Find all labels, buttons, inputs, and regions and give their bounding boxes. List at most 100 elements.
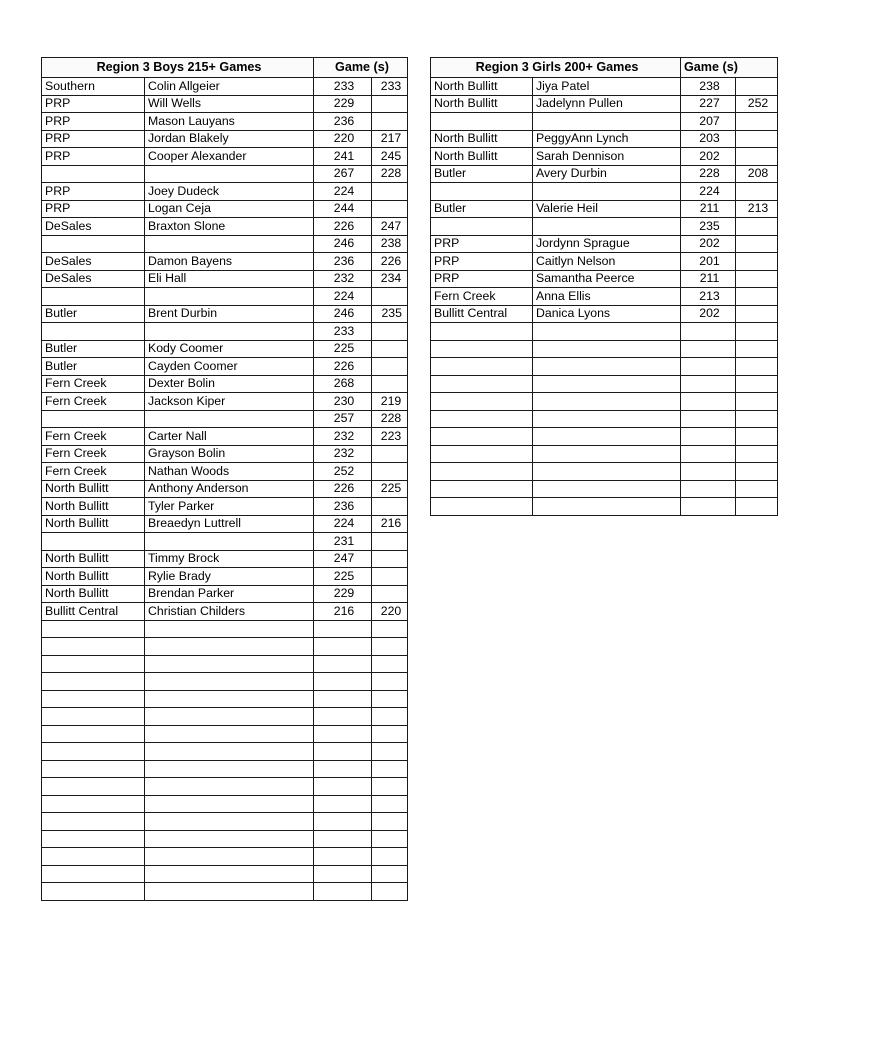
cell-bowler-name	[144, 829, 314, 848]
cell-game-2	[735, 497, 778, 516]
cell-game-2	[371, 882, 408, 901]
cell-game-2	[371, 794, 408, 813]
table-row: Bullitt Central Danica Lyons 202	[430, 304, 778, 323]
cell-game-1	[313, 777, 372, 796]
table-row: North Bullitt Jiya Patel 238	[430, 77, 778, 96]
cell-team	[41, 829, 145, 848]
cell-team: North Bullitt	[41, 549, 145, 568]
table-row: Fern Creek Nathan Woods 252	[41, 462, 408, 481]
cell-bowler-name: Nathan Woods	[144, 462, 314, 481]
cell-bowler-name: Will Wells	[144, 94, 314, 113]
table-row-empty	[41, 689, 408, 708]
cell-game-1: 226	[313, 217, 372, 236]
cell-team: North Bullitt	[41, 567, 145, 586]
cell-game-1: 201	[680, 252, 736, 271]
cell-bowler-name	[532, 322, 681, 341]
table-row: Southern Colin Allgeier 233 233	[41, 77, 408, 96]
cell-game-2	[371, 532, 408, 551]
cell-game-2	[371, 584, 408, 603]
table-row: North Bullitt Timmy Brock 247	[41, 549, 408, 568]
boys-high-games-table: Region 3 Boys 215+ Games Game (s) Southe…	[41, 57, 408, 901]
cell-game-1: 257	[313, 409, 372, 428]
table-row: Butler Cayden Coomer 226	[41, 357, 408, 376]
cell-team: PRP	[41, 112, 145, 131]
cell-team	[41, 794, 145, 813]
cell-team: Bullitt Central	[41, 602, 145, 621]
cell-game-2	[371, 112, 408, 131]
cell-team	[41, 777, 145, 796]
table-row: 246 238	[41, 234, 408, 253]
cell-team	[41, 724, 145, 743]
cell-game-1: 236	[313, 112, 372, 131]
cell-team	[41, 864, 145, 883]
cell-game-1: 227	[680, 94, 736, 113]
table-row: 231	[41, 532, 408, 551]
cell-game-2	[371, 637, 408, 656]
cell-bowler-name	[144, 794, 314, 813]
cell-game-2	[735, 269, 778, 288]
cell-team	[41, 234, 145, 253]
cell-bowler-name: Jiya Patel	[532, 77, 681, 96]
cell-bowler-name	[144, 672, 314, 691]
cell-game-2	[735, 217, 778, 236]
cell-game-1	[680, 392, 736, 411]
cell-bowler-name: Samantha Peerce	[532, 269, 681, 288]
cell-team: PRP	[430, 234, 533, 253]
cell-bowler-name	[532, 479, 681, 498]
table-row: Fern Creek Grayson Bolin 232	[41, 444, 408, 463]
cell-team: Butler	[41, 357, 145, 376]
cell-game-1: 207	[680, 112, 736, 131]
cell-game-1	[313, 637, 372, 656]
cell-team: North Bullitt	[430, 94, 533, 113]
cell-game-1	[680, 427, 736, 446]
cell-bowler-name	[144, 707, 314, 726]
cell-bowler-name: Danica Lyons	[532, 304, 681, 323]
cell-bowler-name: Anna Ellis	[532, 287, 681, 306]
cell-game-1: 241	[313, 147, 372, 166]
cell-game-1	[313, 847, 372, 866]
cell-game-1: 229	[313, 584, 372, 603]
cell-team: PRP	[41, 199, 145, 218]
cell-game-1: 229	[313, 94, 372, 113]
cell-bowler-name	[144, 409, 314, 428]
table-row-empty	[430, 497, 778, 516]
cell-game-1	[313, 742, 372, 761]
cell-team	[41, 882, 145, 901]
cell-team: DeSales	[41, 252, 145, 271]
cell-team: Fern Creek	[41, 374, 145, 393]
cell-game-1	[313, 689, 372, 708]
table-row: Fern Creek Jackson Kiper 230 219	[41, 392, 408, 411]
cell-game-1: 224	[680, 182, 736, 201]
table-row: 267 228	[41, 164, 408, 183]
boys-header-row: Region 3 Boys 215+ Games Game (s)	[41, 57, 408, 78]
cell-team	[41, 619, 145, 638]
cell-bowler-name	[532, 217, 681, 236]
cell-bowler-name: Logan Ceja	[144, 199, 314, 218]
table-row: North Bullitt Anthony Anderson 226 225	[41, 479, 408, 498]
boys-table-head: Region 3 Boys 215+ Games Game (s)	[41, 57, 408, 78]
table-row-empty	[41, 759, 408, 778]
cell-team: North Bullitt	[430, 147, 533, 166]
cell-bowler-name: Dexter Bolin	[144, 374, 314, 393]
cell-game-2	[735, 409, 778, 428]
cell-bowler-name	[532, 182, 681, 201]
cell-team	[41, 532, 145, 551]
cell-game-2	[371, 777, 408, 796]
cell-game-2	[735, 479, 778, 498]
cell-game-1: 211	[680, 199, 736, 218]
cell-game-1	[313, 864, 372, 883]
table-row: 257 228	[41, 409, 408, 428]
table-row: PRP Joey Dudeck 224	[41, 182, 408, 201]
cell-team: DeSales	[41, 217, 145, 236]
cell-game-2: 216	[371, 514, 408, 533]
cell-bowler-name: Valerie Heil	[532, 199, 681, 218]
cell-game-1: 226	[313, 479, 372, 498]
cell-team: Fern Creek	[41, 462, 145, 481]
cell-bowler-name: PeggyAnn Lynch	[532, 129, 681, 148]
cell-game-2	[735, 427, 778, 446]
cell-team: Butler	[430, 164, 533, 183]
cell-game-2	[371, 339, 408, 358]
cell-game-2	[735, 357, 778, 376]
cell-bowler-name: Eli Hall	[144, 269, 314, 288]
table-row: 207	[430, 112, 778, 131]
